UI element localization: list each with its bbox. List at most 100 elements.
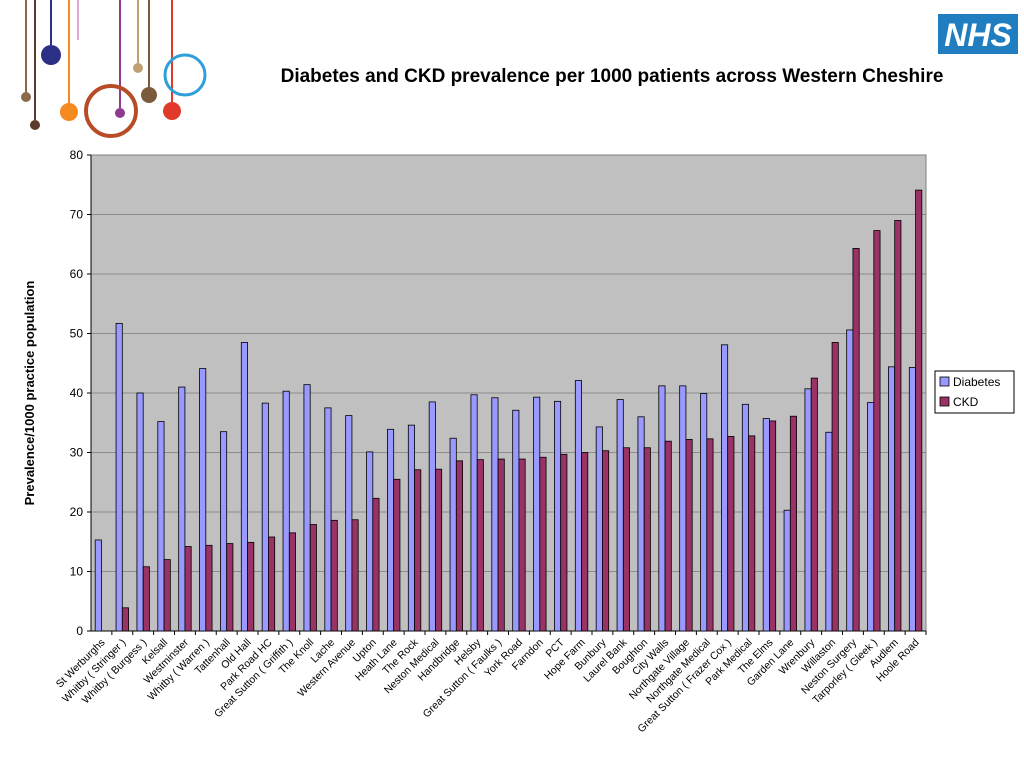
bar-diabetes xyxy=(491,397,499,632)
bar-diabetes xyxy=(282,390,290,632)
bar-diabetes xyxy=(261,402,269,632)
bar-ckd xyxy=(268,536,276,632)
bar-ckd xyxy=(455,460,463,632)
bar-ckd xyxy=(873,230,881,632)
bar-diabetes xyxy=(846,329,854,632)
bar-ckd xyxy=(664,440,672,632)
bar-diabetes xyxy=(595,426,603,632)
nhs-logo: NHS xyxy=(938,14,1018,54)
bar-diabetes xyxy=(616,399,624,632)
bar-diabetes xyxy=(303,384,311,632)
y-tick-label: 40 xyxy=(70,386,84,400)
bar-diabetes xyxy=(178,386,186,632)
bar-ckd xyxy=(309,524,317,632)
bar-diabetes xyxy=(115,322,123,632)
bar-ckd xyxy=(142,566,150,632)
bar-ckd xyxy=(622,447,630,632)
bar-diabetes xyxy=(470,394,478,632)
decor-bead xyxy=(141,87,157,103)
bar-diabetes xyxy=(407,424,415,632)
bar-ckd xyxy=(184,546,192,632)
legend: Diabetes CKD xyxy=(934,370,1015,414)
y-tick-label: 50 xyxy=(70,327,84,341)
y-tick-label: 0 xyxy=(76,624,83,638)
bar-diabetes xyxy=(908,367,916,632)
decor-bead xyxy=(41,45,61,65)
bar-diabetes xyxy=(762,418,770,632)
bar-ckd xyxy=(247,541,255,632)
bar-ckd xyxy=(852,248,860,632)
bar-ckd xyxy=(539,456,547,632)
bar-ckd xyxy=(810,377,818,632)
bar-diabetes xyxy=(741,403,749,632)
bar-ckd xyxy=(685,439,693,632)
bar-diabetes xyxy=(574,380,582,632)
decor-bead xyxy=(30,120,40,130)
bar-ckd xyxy=(581,452,589,632)
decor-ring xyxy=(163,53,207,97)
bar-ckd xyxy=(121,607,129,632)
bar-diabetes xyxy=(658,385,666,632)
bar-diabetes xyxy=(637,416,645,632)
y-tick-label: 70 xyxy=(70,208,84,222)
nhs-logo-box xyxy=(938,14,1018,54)
bar-ckd xyxy=(560,453,568,632)
y-axis-label: Prevalence/1000 practice population xyxy=(22,281,37,506)
bar-ckd xyxy=(789,415,797,632)
bar-diabetes xyxy=(867,402,875,632)
bar-diabetes xyxy=(700,393,708,632)
bar-ckd xyxy=(205,544,213,632)
slide-title: Diabetes and CKD prevalence per 1000 pat… xyxy=(281,66,944,87)
bar-ckd xyxy=(602,450,610,632)
bar-ckd xyxy=(435,468,443,632)
bar-diabetes xyxy=(366,451,374,632)
bar-ckd xyxy=(518,458,526,632)
y-tick-label: 20 xyxy=(70,505,84,519)
y-tick-label: 30 xyxy=(70,446,84,460)
bar-diabetes xyxy=(220,431,228,632)
bar-ckd xyxy=(414,469,422,632)
bar-diabetes xyxy=(387,428,395,632)
bar-ckd xyxy=(643,447,651,632)
decorative-circles-graphic xyxy=(21,0,207,138)
bar-diabetes xyxy=(554,400,562,632)
bar-ckd xyxy=(330,519,338,632)
bar-diabetes xyxy=(94,539,102,632)
decor-bead xyxy=(163,102,181,120)
bar-ckd xyxy=(894,220,902,632)
bar-diabetes xyxy=(804,388,812,632)
bar-diabetes xyxy=(721,344,729,632)
legend-swatch xyxy=(939,376,950,387)
bar-ckd xyxy=(351,519,359,632)
bar-ckd xyxy=(706,438,714,632)
bar-diabetes xyxy=(449,437,457,632)
legend-swatch xyxy=(939,396,950,407)
bar-diabetes xyxy=(240,342,248,632)
bar-diabetes xyxy=(157,421,165,632)
bar-diabetes xyxy=(888,366,896,632)
bar-ckd xyxy=(372,497,380,632)
bar-ckd xyxy=(476,459,484,632)
legend-label: Diabetes xyxy=(953,375,1000,389)
bar-diabetes xyxy=(512,409,520,632)
y-tick-label: 10 xyxy=(70,565,84,579)
bar-ckd xyxy=(226,543,234,632)
bar-diabetes xyxy=(428,401,436,632)
bar-diabetes xyxy=(533,396,541,632)
bar-diabetes xyxy=(324,407,332,632)
bar-ckd xyxy=(831,342,839,632)
bar-ckd xyxy=(769,420,777,632)
decor-bead xyxy=(115,108,125,118)
bar-diabetes xyxy=(345,415,353,632)
bar-diabetes xyxy=(679,385,687,632)
bar-ckd xyxy=(497,458,505,632)
nhs-logo-text: NHS xyxy=(944,17,1012,53)
decor-bead xyxy=(60,103,78,121)
decor-bead xyxy=(133,63,143,73)
y-tick-label: 80 xyxy=(70,148,84,162)
bar-diabetes xyxy=(825,431,833,632)
bar-ckd xyxy=(748,435,756,632)
bar-diabetes xyxy=(783,509,791,632)
